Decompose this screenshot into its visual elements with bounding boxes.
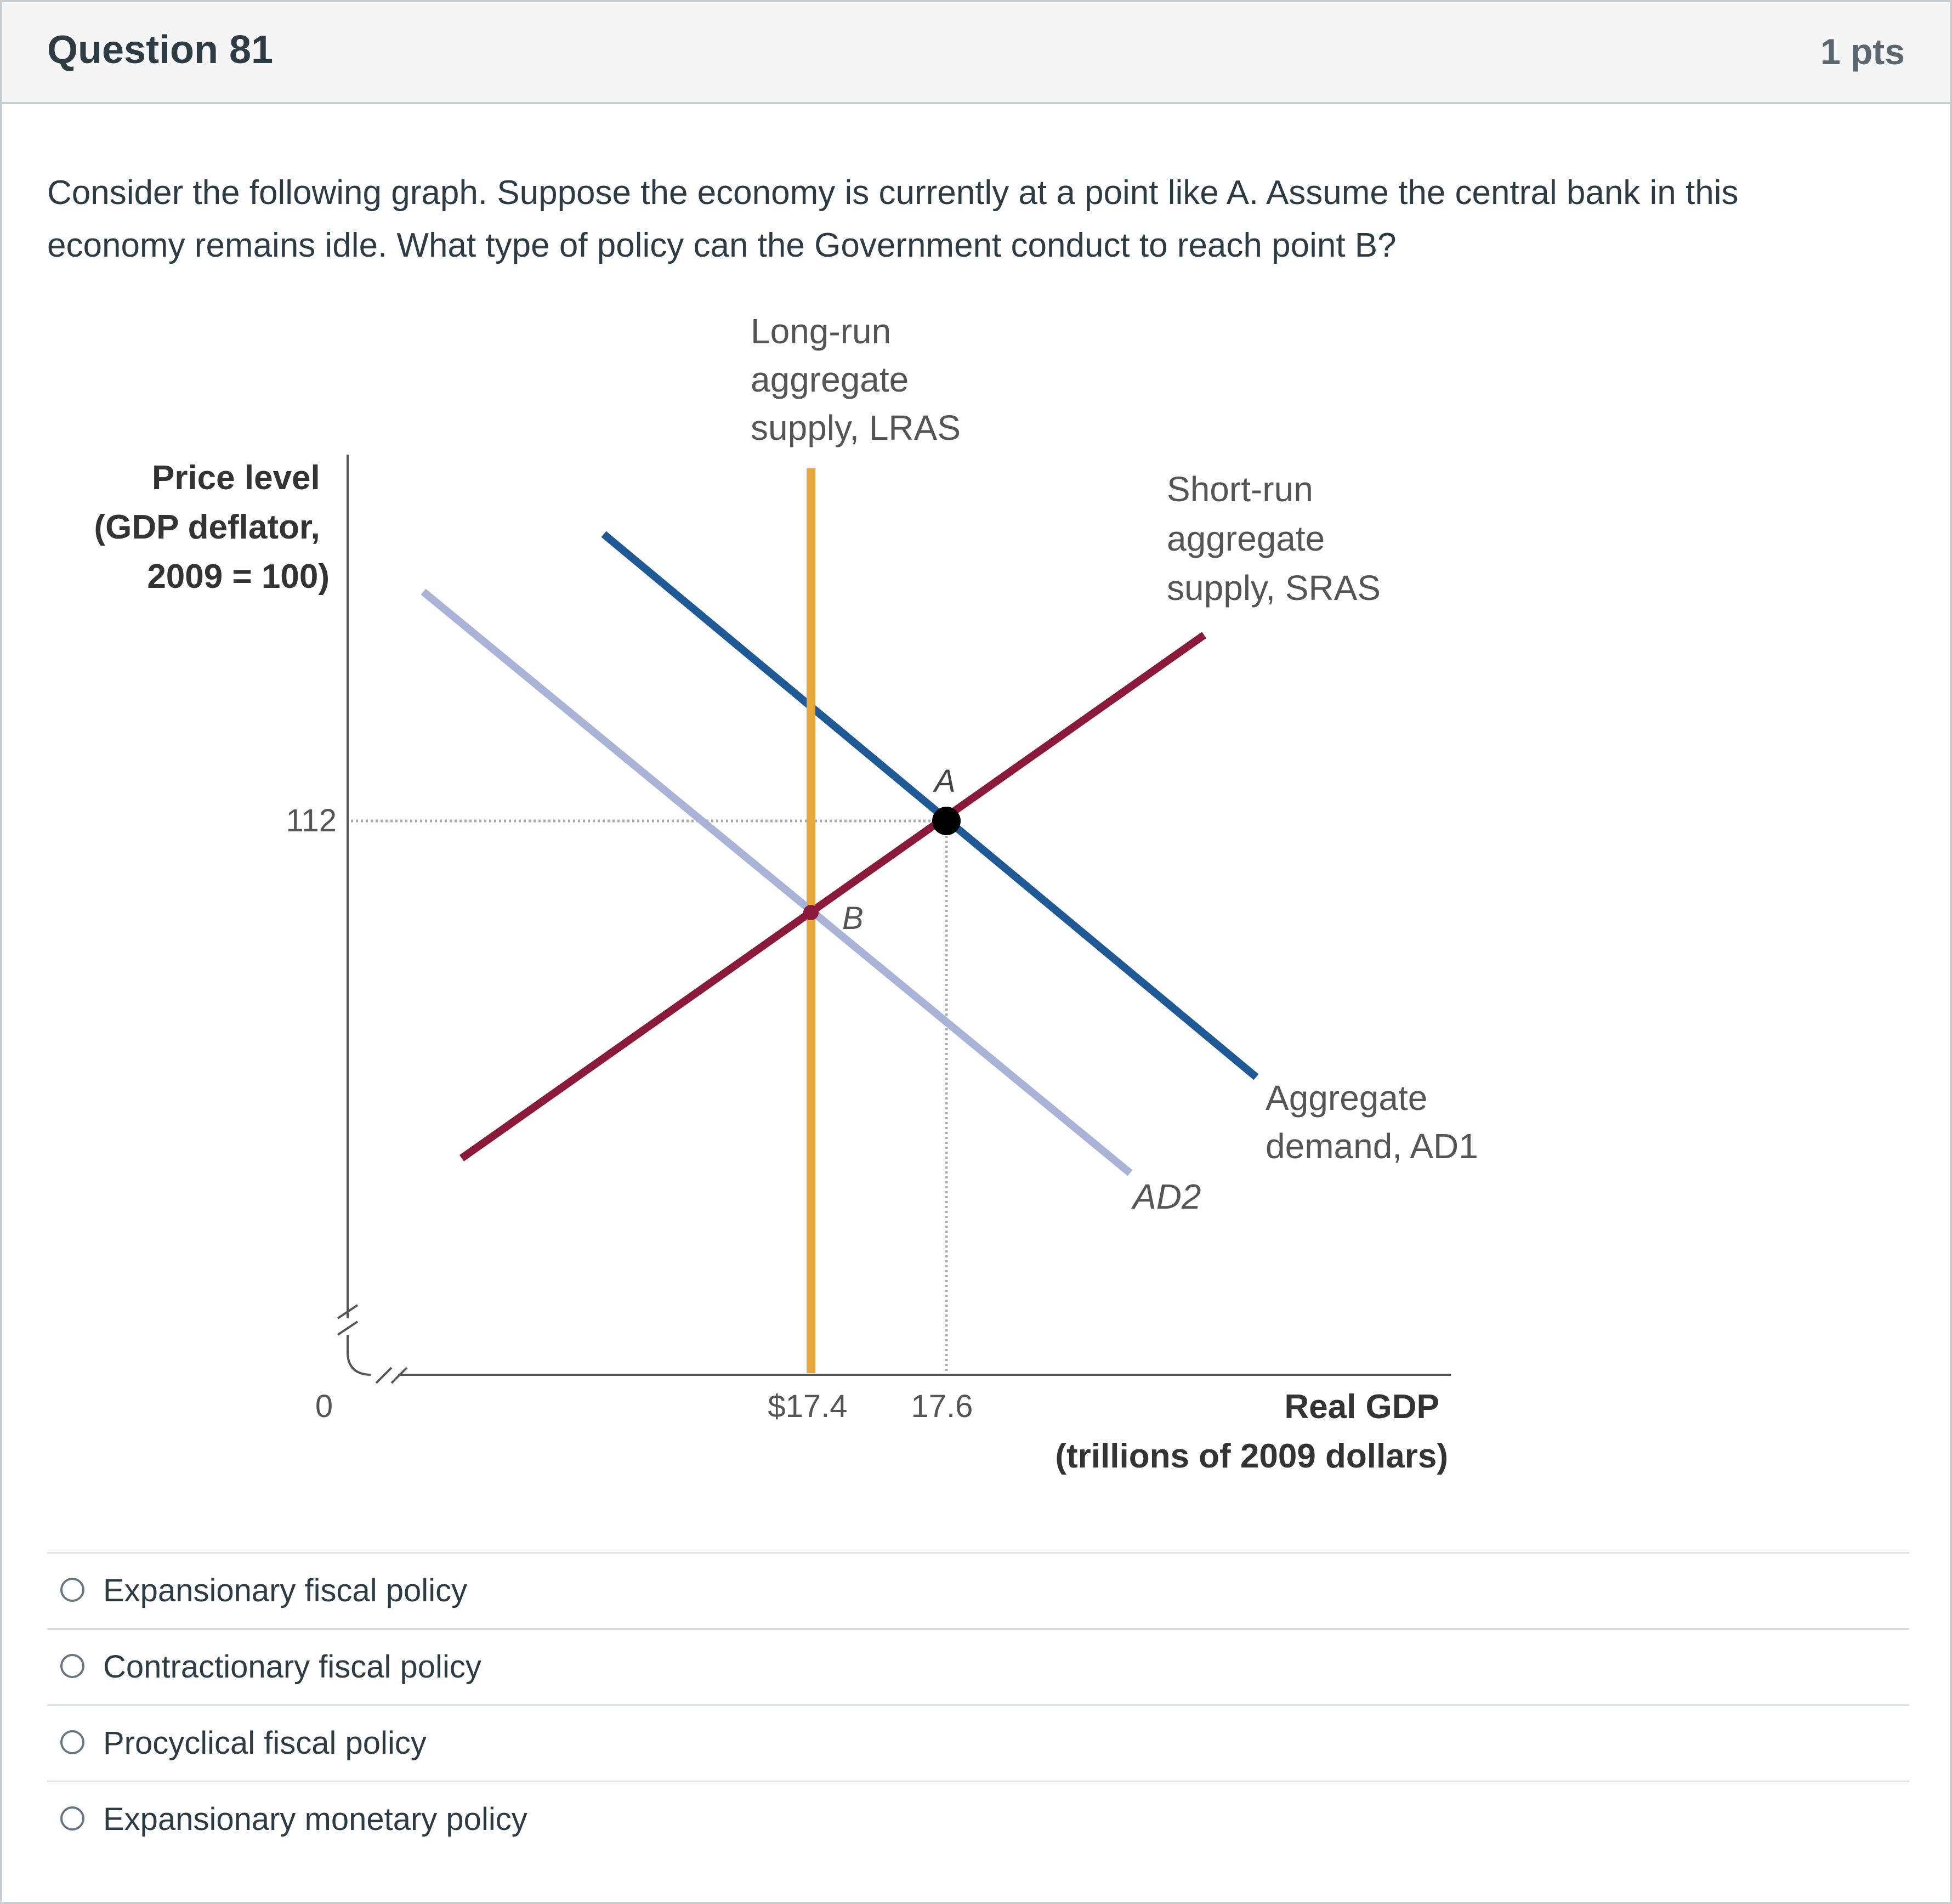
y-axis-break-mark	[337, 1304, 371, 1376]
answer-list: Expansionary fiscal policy Contractionar…	[47, 1552, 1909, 1857]
answer-option[interactable]: Expansionary fiscal policy	[47, 1552, 1909, 1628]
origin-label: 0	[315, 1389, 333, 1424]
x-axis-break-mark	[375, 1367, 408, 1384]
y-tick-112: 112	[286, 803, 337, 838]
y-axis-title-line-1: Price level	[152, 459, 320, 497]
ad-as-graph: A B Price level (GDP deflator, 2009 = 10…	[94, 311, 1478, 1475]
x-axis-title: Real GDP (trillions of 2009 dollars)	[1055, 1388, 1448, 1475]
ad2-label: AD2	[1131, 1177, 1201, 1216]
sras-label-line-3: supply, SRAS	[1167, 568, 1381, 608]
sras-label-line-2: aggregate	[1167, 519, 1325, 558]
point-b-label: B	[842, 900, 864, 936]
ad1-label-line-1: Aggregate	[1266, 1078, 1427, 1118]
x-axis-title-line-2: (trillions of 2009 dollars)	[1055, 1437, 1448, 1475]
sras-curve	[459, 632, 1207, 1161]
point-a-marker	[932, 807, 961, 835]
answer-radio[interactable]	[60, 1730, 84, 1754]
answer-label: Contractionary fiscal policy	[103, 1649, 481, 1685]
ad1-label: Aggregate demand, AD1	[1266, 1078, 1478, 1166]
y-axis-title-line-3: 2009 = 100)	[147, 558, 330, 596]
question-header: Question 81 1 pts	[2, 2, 1950, 104]
answer-option[interactable]: Expansionary monetary policy	[47, 1781, 1909, 1857]
question-points: 1 pts	[1820, 31, 1905, 72]
sras-label-line-1: Short-run	[1167, 469, 1313, 509]
lras-label-line-2: aggregate	[751, 360, 909, 399]
point-a-label: A	[933, 763, 956, 799]
answer-radio[interactable]	[60, 1806, 84, 1831]
answer-radio[interactable]	[60, 1654, 84, 1678]
ad1-curve	[601, 531, 1259, 1080]
x-tick-17-4: $17.4	[768, 1389, 847, 1424]
question-text: Consider the following graph. Suppose th…	[47, 174, 1739, 264]
y-axis-title-line-2: (GDP deflator,	[94, 508, 320, 546]
answer-radio[interactable]	[60, 1578, 84, 1602]
x-tick-17-6: 17.6	[911, 1389, 973, 1424]
point-b-marker	[803, 905, 819, 920]
ad1-label-line-2: demand, AD1	[1266, 1126, 1478, 1166]
ad2-curve	[421, 588, 1133, 1176]
lras-label-line-1: Long-run	[751, 311, 891, 351]
lras-label: Long-run aggregate supply, LRAS	[751, 311, 961, 447]
answer-label: Expansionary monetary policy	[103, 1801, 527, 1837]
lras-label-line-3: supply, LRAS	[751, 408, 961, 447]
answer-option[interactable]: Contractionary fiscal policy	[47, 1628, 1909, 1704]
answer-option[interactable]: Procyclical fiscal policy	[47, 1704, 1909, 1781]
answer-label: Procyclical fiscal policy	[103, 1725, 427, 1761]
y-axis-title: Price level (GDP deflator, 2009 = 100)	[94, 459, 330, 596]
answer-label: Expansionary fiscal policy	[103, 1573, 468, 1608]
sras-label: Short-run aggregate supply, SRAS	[1167, 469, 1381, 608]
x-axis-title-line-1: Real GDP	[1284, 1388, 1438, 1426]
question-title: Question 81	[47, 28, 274, 72]
